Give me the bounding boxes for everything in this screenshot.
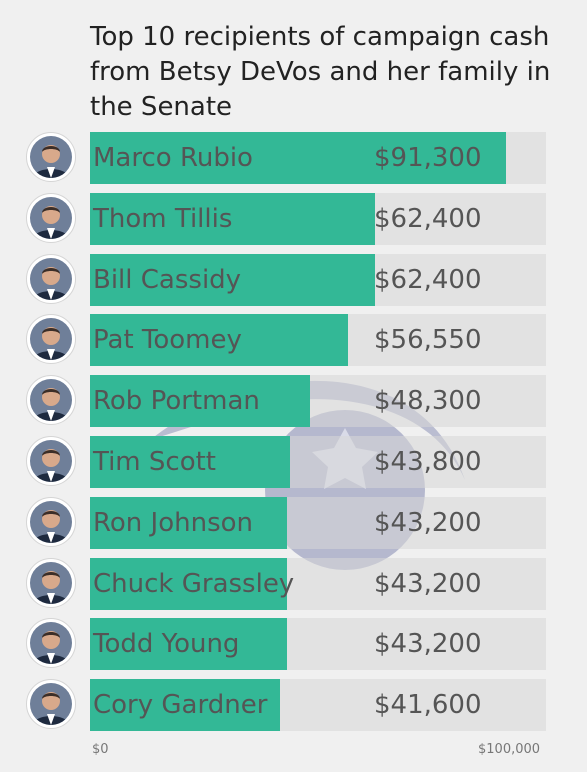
- bar-row: Pat Toomey $56,550: [0, 314, 587, 367]
- bar-row: Rob Portman $48,300: [0, 375, 587, 428]
- bar-value-label: $56,550: [374, 325, 482, 356]
- bar: [90, 253, 375, 306]
- senator-avatar: [26, 253, 76, 304]
- bar-row: Marco Rubio $91,300: [0, 132, 587, 184]
- bar-category-label: Rob Portman: [93, 386, 260, 417]
- bar: [90, 618, 287, 671]
- senator-avatar: [26, 192, 76, 243]
- bar-category-label: Cory Gardner: [93, 690, 268, 721]
- bar: [90, 132, 507, 184]
- senator-avatar: [26, 375, 76, 426]
- bar-row: Chuck Grassley $43,200: [0, 557, 587, 610]
- senator-avatar: [26, 132, 76, 182]
- bar-category-label: Todd Young: [93, 629, 240, 660]
- bar: [90, 496, 287, 549]
- senator-avatar: [26, 436, 76, 486]
- senator-avatar: [26, 314, 76, 365]
- bar-value-label: $43,200: [374, 507, 482, 538]
- bar-value-label: $43,200: [374, 568, 482, 599]
- bar-value-label: $91,300: [374, 143, 482, 173]
- bar-value-label: $48,300: [374, 386, 482, 417]
- bar: [90, 557, 287, 610]
- bar-value-label: $62,400: [374, 264, 482, 295]
- bar-category-label: Pat Toomey: [93, 325, 242, 356]
- bar-row: Ron Johnson $43,200: [0, 496, 587, 549]
- senator-avatar: [26, 557, 76, 608]
- bar: [90, 375, 311, 428]
- senator-avatar: [26, 618, 76, 669]
- chart-title: Top 10 recipients of campaign cash from …: [90, 22, 551, 122]
- senator-avatar: [26, 496, 76, 547]
- bar-category-label: Chuck Grassley: [93, 568, 295, 599]
- bar-value-label: $62,400: [374, 203, 482, 234]
- x-axis-min-label: $0: [92, 742, 109, 757]
- bar: [90, 314, 348, 367]
- bar: [90, 192, 375, 245]
- bar-row: Todd Young $43,200: [0, 618, 587, 671]
- bar: [90, 436, 290, 488]
- bar: [90, 679, 280, 732]
- bar-row: Bill Cassidy $62,400: [0, 253, 587, 306]
- x-axis-max-label: $100,000: [478, 742, 541, 757]
- bar-value-label: $41,600: [374, 690, 482, 721]
- bar-value-label: $43,800: [374, 447, 482, 477]
- senator-avatar: [26, 679, 76, 730]
- bar-value-label: $43,200: [374, 629, 482, 660]
- bar-category-label: Bill Cassidy: [93, 264, 242, 295]
- bar-row: Thom Tillis $62,400: [0, 192, 587, 245]
- bar-category-label: Ron Johnson: [93, 507, 254, 538]
- bar-category-label: Tim Scott: [93, 447, 216, 477]
- bar-row: Tim Scott $43,800: [0, 436, 587, 488]
- bar-category-label: Marco Rubio: [93, 143, 253, 173]
- bar-category-label: Thom Tillis: [93, 203, 233, 234]
- bar-row: Cory Gardner $41,600: [0, 679, 587, 732]
